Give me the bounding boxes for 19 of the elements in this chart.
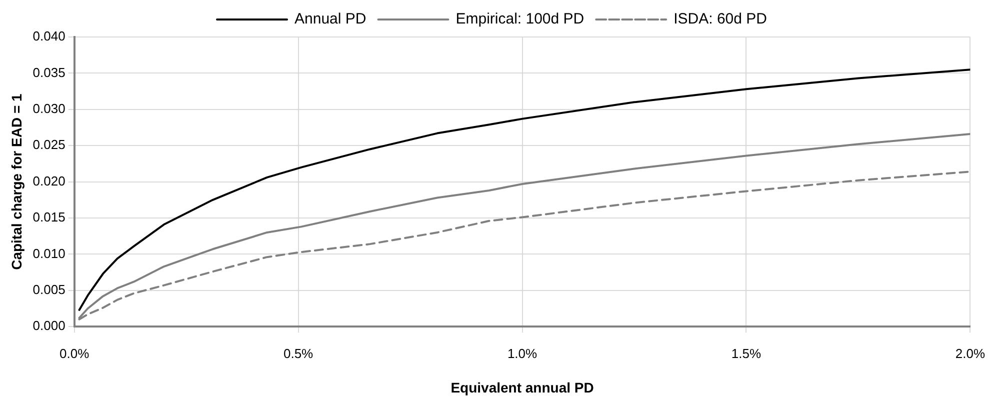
y-tick-label: 0.005: [32, 282, 66, 297]
y-tick-label: 0.020: [32, 173, 66, 188]
y-tick-label: 0.035: [32, 64, 66, 80]
x-tick-label: 2.0%: [955, 346, 986, 361]
legend-label: Annual PD: [294, 10, 366, 28]
y-tick-label: 0.010: [32, 246, 66, 261]
legend-label: Empirical: 100d PD: [456, 10, 584, 28]
x-tick-label: 1.0%: [507, 346, 538, 361]
y-tick-label: 0.030: [32, 100, 66, 116]
y-tick-label: 0.015: [32, 210, 66, 225]
x-tick-label: 0.5%: [283, 346, 314, 361]
x-axis-title: Equivalent annual PD: [450, 379, 594, 396]
y-tick-label: 0.040: [32, 28, 66, 44]
x-tick-label: 1.5%: [731, 346, 762, 361]
y-axis-title: Capital charge for EAD = 1: [8, 93, 24, 270]
y-tick-label: 0.000: [32, 318, 66, 334]
x-tick-label: 0.0%: [60, 346, 90, 361]
y-tick-label: 0.025: [32, 137, 66, 152]
legend-label: ISDA: 60d PD: [674, 10, 768, 28]
